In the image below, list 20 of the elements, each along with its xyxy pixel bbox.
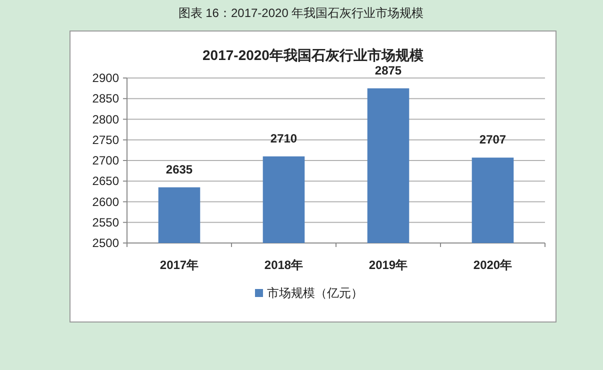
y-tick-label: 2850	[92, 92, 120, 106]
x-tick-label: 2017年	[160, 258, 199, 272]
y-tick-label: 2600	[92, 194, 120, 209]
y-tick-label: 2700	[92, 154, 120, 168]
data-label: 2710	[270, 131, 298, 146]
chart-title: 2017-2020年我国石灰行业市场规模	[202, 47, 424, 63]
x-tick-label: 2019年	[368, 258, 408, 272]
data-label: 2875	[374, 63, 402, 78]
legend-label: 市场规模（亿元）	[267, 286, 363, 300]
data-label: 2707	[479, 132, 506, 147]
y-tick-label: 2500	[92, 236, 120, 250]
text: 图表 16：2017-2020 年我国石灰行业市场规模	[178, 6, 424, 20]
y-tick-label: 2750	[92, 132, 120, 147]
y-tick-label: 2900	[92, 71, 120, 85]
y-tick-label: 2550	[92, 215, 120, 230]
data-label: 2635	[166, 162, 193, 176]
x-tick-label: 2020年	[473, 258, 512, 272]
x-tick-label: 2018年	[264, 258, 304, 272]
y-tick-label: 2800	[92, 112, 120, 126]
y-tick-label: 2650	[92, 174, 120, 188]
